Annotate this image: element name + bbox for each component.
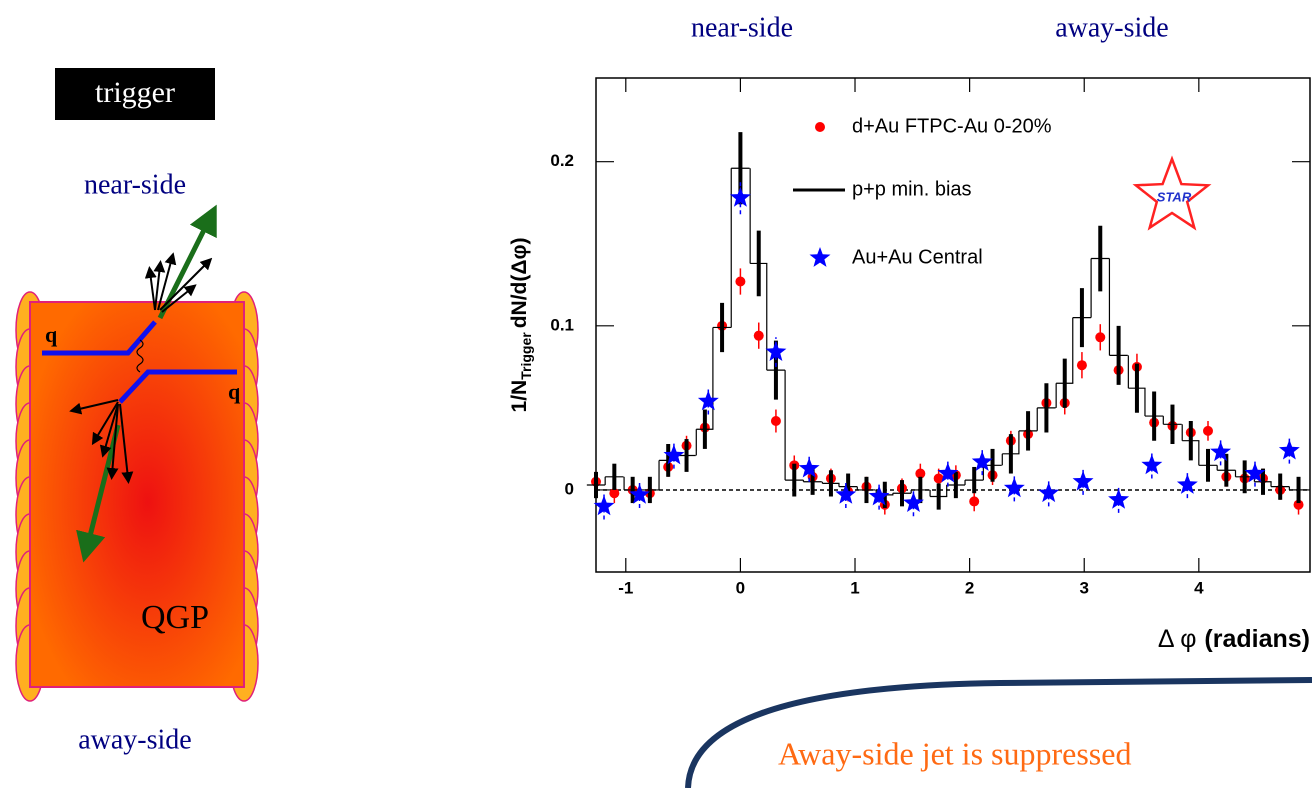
data-point xyxy=(1244,462,1266,483)
data-point xyxy=(868,485,890,506)
data-point xyxy=(835,483,857,504)
data-point xyxy=(1072,470,1094,491)
jet-arrow xyxy=(76,424,121,563)
header: away-side xyxy=(1055,12,1169,43)
data-point xyxy=(1210,441,1232,462)
data-point xyxy=(971,451,993,471)
y-tick-label: 0 xyxy=(565,479,574,498)
data-point xyxy=(969,496,980,507)
data-point xyxy=(609,488,620,499)
data-point xyxy=(1095,332,1106,343)
trigger-label: trigger xyxy=(95,76,175,109)
data-point xyxy=(1076,360,1087,371)
legend-label: d+Au FTPC-Au 0-20% xyxy=(852,115,1052,137)
data-point xyxy=(1203,425,1213,436)
data-point xyxy=(798,457,820,478)
quark-label: q xyxy=(228,379,241,404)
trigger-box xyxy=(55,68,215,120)
data-point xyxy=(937,462,959,483)
logo-text: STAR xyxy=(1157,189,1192,204)
data-point xyxy=(1108,488,1130,509)
away-side-label: away-side xyxy=(78,724,192,755)
data-point xyxy=(770,416,781,427)
x-axis-label-part: Δ φ xyxy=(1158,625,1196,653)
data-point xyxy=(765,341,787,361)
x-tick-label: 0 xyxy=(736,578,745,597)
qgp-block xyxy=(29,301,245,688)
y-axis-label-part: dN/d(Δφ) xyxy=(508,238,531,329)
plot-frame xyxy=(595,77,1311,573)
logo-star xyxy=(1132,155,1212,231)
legend-marker xyxy=(809,247,831,267)
legend-label: Au+Au Central xyxy=(852,246,983,268)
near-side-label: near-side xyxy=(84,169,186,200)
quark-label: q xyxy=(45,322,58,347)
data-point xyxy=(735,276,746,287)
data-point xyxy=(729,186,751,207)
x-tick-label: 3 xyxy=(1079,578,1088,597)
data-point xyxy=(1176,474,1198,494)
y-axis-label-part: 1/N xyxy=(508,380,531,413)
qgp-label: QGP xyxy=(141,599,209,636)
x-tick-label: 1 xyxy=(850,578,859,597)
y-axis-label-part: Trigger xyxy=(518,332,534,380)
y-axis-label: 1/NTrigger dN/d(Δφ) xyxy=(508,238,534,413)
data-point xyxy=(933,473,944,484)
callout-outline xyxy=(685,677,1312,788)
data-point xyxy=(903,492,924,512)
fragments xyxy=(69,252,213,484)
x-tick-label: 2 xyxy=(965,578,974,597)
conclusion: Away-side jet is suppressed xyxy=(778,735,1131,771)
data-point xyxy=(1141,454,1163,475)
diagram: trigger near-side q q QGP away-side xyxy=(15,68,259,755)
y-tick-label: 0.2 xyxy=(550,151,574,170)
data-point xyxy=(1003,477,1025,498)
x-axis-label-part: (radians) xyxy=(1204,625,1310,653)
x-tick-label: 4 xyxy=(1194,578,1204,597)
data-point xyxy=(663,444,685,465)
data-point xyxy=(753,330,764,341)
data-point xyxy=(1278,439,1300,460)
x-axis-label: Δ φ (radians) xyxy=(1158,625,1310,653)
data-point xyxy=(1038,482,1060,503)
data-point xyxy=(629,483,650,504)
quark-line xyxy=(118,369,237,404)
chart: -1 0 1 2 3 4 0 0.1 0.2 Δ φ (radians) 1/NTrigger dN/d… xyxy=(508,77,1311,653)
data-point xyxy=(1293,499,1304,510)
legend-marker xyxy=(815,122,825,132)
x-tick-label: -1 xyxy=(618,578,633,597)
legend-label: p+p min. bias xyxy=(852,178,972,200)
y-tick-label: 0.1 xyxy=(550,315,574,334)
header: near-side xyxy=(691,12,793,43)
data-point xyxy=(915,468,926,479)
gluon xyxy=(136,339,144,373)
data-point xyxy=(593,495,615,516)
data-point xyxy=(697,390,719,411)
quark-line xyxy=(42,320,157,356)
